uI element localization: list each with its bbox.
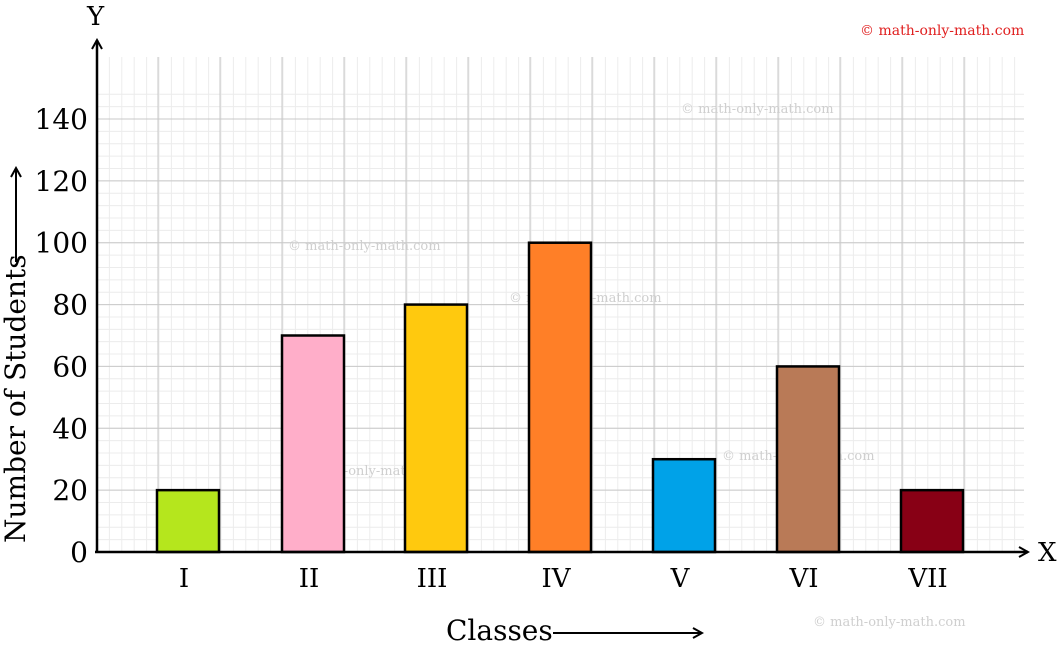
- y-axis-label: Number of Students: [0, 254, 32, 543]
- bars: [155, 241, 965, 554]
- x-tick-label: II: [299, 564, 320, 594]
- y-tick-label: 40: [52, 412, 88, 445]
- y-tick-label: 80: [52, 289, 88, 322]
- y-tick-label: 0: [70, 536, 88, 569]
- x-tick-label: IV: [541, 564, 571, 594]
- x-tick-label: I: [179, 564, 189, 594]
- copyright-notice: © math-only-math.com: [860, 23, 1024, 39]
- bar-V: [651, 457, 717, 554]
- y-tick-label: 20: [52, 474, 88, 507]
- x-tick-label: VII: [907, 564, 947, 594]
- x-tick-labels: I II III IV V VI VII: [179, 564, 948, 594]
- y-tick-label: 60: [52, 350, 88, 383]
- x-axis-label: Classes: [446, 614, 553, 647]
- watermark-text: © math-only-math.com: [288, 239, 441, 254]
- watermark-text: © math-only-math.com: [681, 102, 834, 117]
- watermark-text: © math-only-math.com: [813, 615, 966, 630]
- x-tick-label: VI: [788, 564, 818, 594]
- x-tick-label: III: [417, 564, 448, 594]
- bar-IV: [527, 241, 593, 554]
- bar-I: [155, 488, 221, 554]
- y-tick-label: 140: [35, 103, 88, 136]
- bar-II: [280, 334, 346, 554]
- bar-VI: [775, 365, 841, 554]
- y-axis-letter: Y: [86, 2, 105, 32]
- x-axis-letter: X: [1038, 538, 1057, 568]
- bar-III: [403, 303, 469, 554]
- bar-VII: [899, 488, 965, 554]
- x-tick-label: V: [670, 564, 691, 594]
- y-tick-label: 120: [35, 165, 88, 198]
- y-tick-label: 100: [35, 227, 88, 260]
- y-tick-labels: 0 20 40 60 80 100 120 140: [35, 103, 88, 569]
